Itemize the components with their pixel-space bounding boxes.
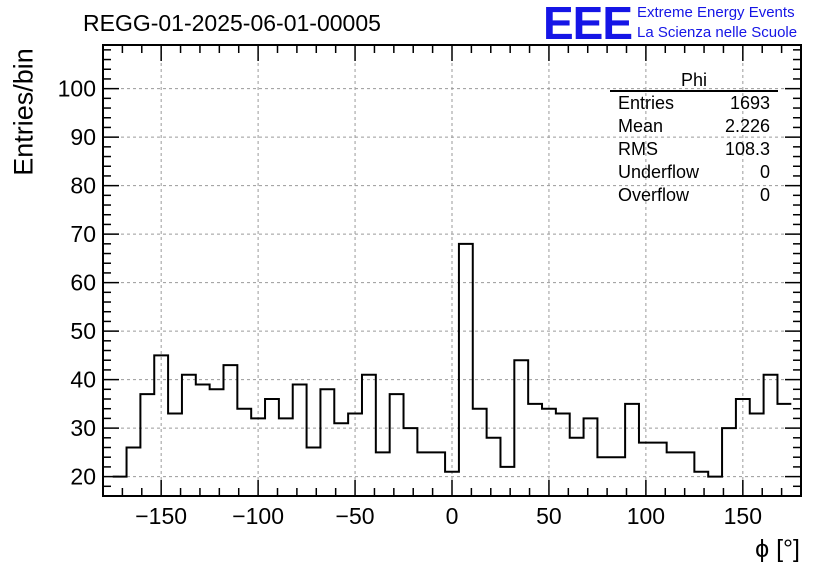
stats-box: Phi Entries 1693 Mean 2.226 RMS 108.3 Un… — [610, 70, 778, 210]
logo-line-2: La Scienza nelle Scuole — [637, 24, 798, 41]
x-tick-label: 50 — [536, 503, 562, 529]
x-tick-label: 100 — [627, 503, 665, 529]
stats-value: 108.3 — [724, 139, 770, 159]
x-tick-label: 150 — [724, 503, 762, 529]
x-tick-label: −100 — [232, 503, 284, 529]
histogram-series — [112, 242, 792, 478]
stats-title: Phi — [680, 70, 707, 90]
stats-label: Mean — [618, 116, 664, 136]
x-tick-label: −50 — [336, 503, 375, 529]
y-tick-label: 40 — [70, 367, 96, 393]
stats-row-overflow: Overflow 0 — [618, 185, 770, 207]
x-tick-label: 0 — [446, 503, 459, 529]
eee-logo: EEE — [543, 0, 633, 49]
x-tick-label: −150 — [135, 503, 187, 529]
y-tick-label: 30 — [70, 415, 96, 441]
x-axis-label: ϕ [°] — [755, 535, 800, 563]
stats-label: RMS — [618, 139, 658, 159]
stats-value: 0 — [759, 185, 770, 205]
y-tick-label: 20 — [70, 464, 96, 490]
stats-value: 2.226 — [724, 116, 770, 136]
stats-row-underflow: Underflow 0 — [618, 162, 770, 184]
stats-row-entries: Entries 1693 — [618, 93, 770, 115]
stats-divider — [610, 90, 778, 92]
chart-title: REGG-01-2025-06-01-00005 — [83, 10, 381, 36]
stats-row-rms: RMS 108.3 — [618, 139, 770, 161]
logo-line-1: Extreme Energy Events — [637, 4, 795, 21]
y-tick-label: 70 — [70, 221, 96, 247]
y-tick-label: 80 — [70, 173, 96, 199]
stats-row-mean: Mean 2.226 — [618, 116, 770, 138]
stats-value: 1693 — [729, 93, 770, 113]
y-tick-label: 90 — [70, 124, 96, 150]
stats-label: Overflow — [618, 185, 690, 205]
stats-value: 0 — [759, 162, 770, 182]
y-tick-label: 60 — [70, 270, 96, 296]
y-tick-label: 50 — [70, 318, 96, 344]
stats-label: Underflow — [618, 162, 700, 182]
stats-label: Entries — [618, 93, 675, 113]
y-tick-label: 100 — [58, 76, 96, 102]
